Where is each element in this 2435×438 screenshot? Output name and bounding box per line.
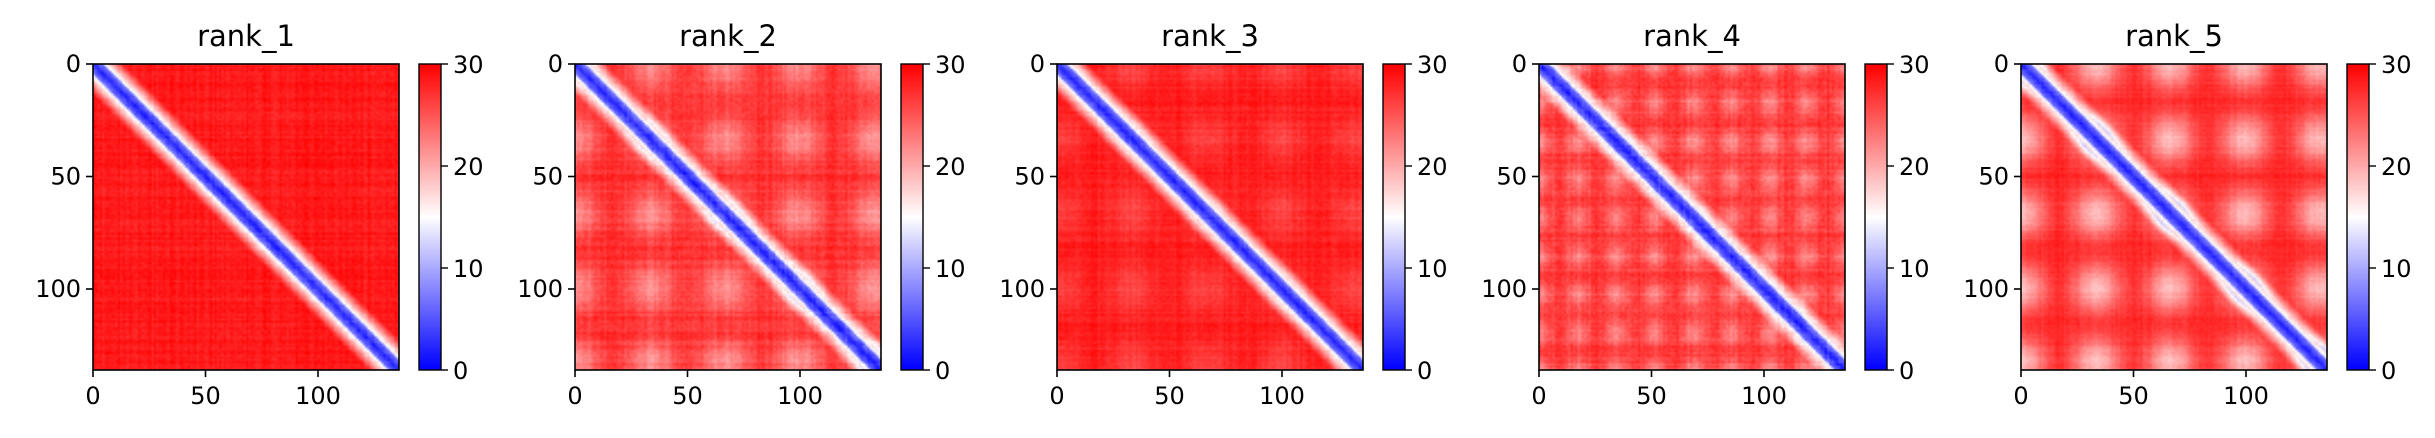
y-tick-label: 100	[1481, 275, 1527, 303]
colorbar-tick-label: 10	[453, 255, 484, 283]
y-tick-label: 50	[1496, 163, 1527, 191]
panel-title: rank_1	[197, 19, 295, 53]
colorbar	[1383, 64, 1405, 370]
x-tick-label: 0	[567, 382, 582, 410]
colorbar-tick-label: 20	[453, 153, 484, 181]
colorbar-tick-label: 20	[1417, 153, 1448, 181]
x-tick-label: 100	[2223, 382, 2269, 410]
colorbar-tick-label: 20	[1899, 153, 1930, 181]
axes-frame	[92, 63, 400, 371]
heatmap-panel-5: rank_5 0 50 100 0 50 100 0 10 20 30	[1963, 19, 2411, 410]
x-tick-label: 50	[672, 382, 703, 410]
heatmap-panel-3: rank_3 0 50 100 0 50 100 0 10 20 30	[999, 19, 1447, 410]
x-tick-label: 50	[1154, 382, 1185, 410]
colorbar-tick-label: 30	[935, 51, 966, 79]
x-tick-label: 100	[1741, 382, 1787, 410]
axes-frame	[1538, 63, 1846, 371]
heatmap-panel-2: rank_2 0 50 100 0 50 100 0 10 20 30	[517, 19, 965, 410]
colorbar-tick-label: 10	[1899, 255, 1930, 283]
y-tick-label: 50	[1014, 163, 1045, 191]
colorbar	[1865, 64, 1887, 370]
colorbar-tick-label: 0	[2381, 357, 2396, 385]
colorbar-frame	[1382, 63, 1406, 371]
colorbar-frame	[900, 63, 924, 371]
panel-title: rank_4	[1643, 19, 1741, 53]
colorbar-tick-label: 20	[935, 153, 966, 181]
y-tick-label: 0	[548, 50, 563, 78]
y-tick-label: 50	[1978, 163, 2009, 191]
y-tick-label: 50	[50, 163, 81, 191]
heatmap-image	[93, 64, 399, 370]
x-tick-label: 100	[295, 382, 341, 410]
colorbar	[419, 64, 441, 370]
x-tick-label: 50	[2118, 382, 2149, 410]
x-tick-label: 50	[190, 382, 221, 410]
y-tick-label: 0	[1994, 50, 2009, 78]
heatmap-image	[1057, 64, 1363, 370]
heatmap-panel-4: rank_4 0 50 100 0 50 100 0 10 20 30	[1481, 19, 1929, 410]
y-tick-label: 0	[66, 50, 81, 78]
y-tick-label: 100	[35, 275, 81, 303]
y-tick-label: 0	[1030, 50, 1045, 78]
colorbar-frame	[418, 63, 442, 371]
x-tick-label: 0	[2013, 382, 2028, 410]
colorbar-tick-label: 30	[1417, 51, 1448, 79]
panel-title: rank_5	[2125, 19, 2223, 53]
colorbar-frame	[1864, 63, 1888, 371]
heatmap-image	[575, 64, 881, 370]
panel-title: rank_3	[1161, 19, 1259, 53]
x-tick-label: 0	[85, 382, 100, 410]
colorbar-tick-label: 20	[2381, 153, 2412, 181]
colorbar-tick-label: 30	[453, 51, 484, 79]
x-tick-label: 50	[1636, 382, 1667, 410]
x-tick-label: 0	[1049, 382, 1064, 410]
colorbar-tick-label: 0	[1417, 357, 1432, 385]
x-tick-label: 0	[1531, 382, 1546, 410]
x-tick-label: 100	[777, 382, 823, 410]
axes-frame	[2020, 63, 2328, 371]
y-tick-label: 0	[1512, 50, 1527, 78]
colorbar-tick-label: 10	[935, 255, 966, 283]
panel-title: rank_2	[679, 19, 777, 53]
colorbar-tick-label: 0	[935, 357, 950, 385]
y-tick-label: 50	[532, 163, 563, 191]
colorbar	[901, 64, 923, 370]
y-tick-label: 100	[1963, 275, 2009, 303]
heatmap-panel-1: rank_1 0 50 100 0 50 100 0 10 20 30	[35, 19, 483, 410]
heatmap-image	[2021, 64, 2327, 370]
y-tick-label: 100	[999, 275, 1045, 303]
colorbar-tick-label: 10	[2381, 255, 2412, 283]
x-tick-label: 100	[1259, 382, 1305, 410]
axes-frame	[574, 63, 882, 371]
colorbar-tick-label: 0	[1899, 357, 1914, 385]
colorbar-tick-label: 10	[1417, 255, 1448, 283]
colorbar	[2347, 64, 2369, 370]
colorbar-tick-label: 30	[2381, 51, 2412, 79]
colorbar-frame	[2346, 63, 2370, 371]
heatmap-image	[1539, 64, 1845, 370]
y-tick-label: 100	[517, 275, 563, 303]
axes-frame	[1056, 63, 1364, 371]
colorbar-tick-label: 30	[1899, 51, 1930, 79]
colorbar-tick-label: 0	[453, 357, 468, 385]
